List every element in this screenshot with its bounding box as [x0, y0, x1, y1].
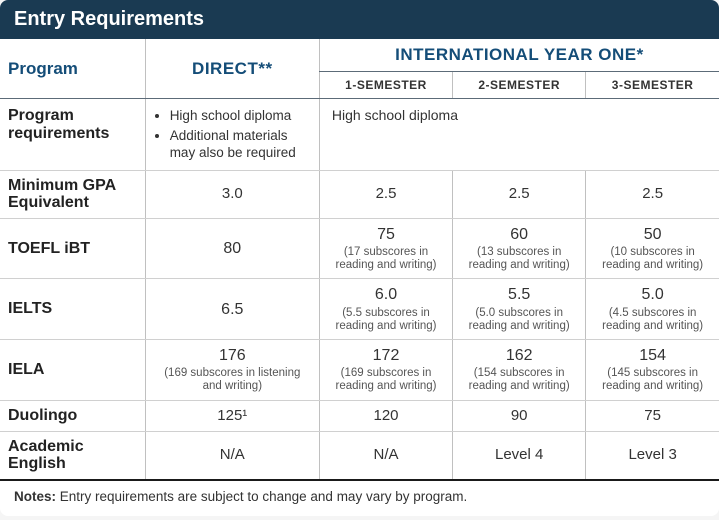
- direct-req-bullet: Additional materials may also be require…: [170, 127, 311, 162]
- ielts-sem2: 5.5(5.0 subscores in reading and writing…: [453, 279, 586, 340]
- duolingo-direct: 125¹: [145, 400, 319, 431]
- direct-program-req: High school diploma Additional materials…: [145, 99, 319, 171]
- ielts-direct: 6.5: [145, 279, 319, 340]
- iela-direct: 176(169 subscores in listening and writi…: [145, 340, 319, 401]
- sem2-header: 2-SEMESTER: [453, 72, 586, 99]
- iela-sem1: 172(169 subscores in reading and writing…: [319, 340, 452, 401]
- academic-sem1: N/A: [319, 431, 452, 480]
- toefl-sem1: 75(17 subscores in reading and writing): [319, 218, 452, 279]
- ielts-sem1: 6.0(5.5 subscores in reading and writing…: [319, 279, 452, 340]
- entry-requirements-card: Entry Requirements Program DIRECT** INTE…: [0, 0, 719, 516]
- duolingo-sem1: 120: [319, 400, 452, 431]
- gpa-sem3: 2.5: [586, 170, 719, 218]
- row-label-gpa: Minimum GPA Equivalent: [0, 170, 145, 218]
- row-label-program-req: Program requirements: [0, 99, 145, 171]
- row-label-toefl: TOEFL iBT: [0, 218, 145, 279]
- duolingo-sem2: 90: [453, 400, 586, 431]
- gpa-direct: 3.0: [145, 170, 319, 218]
- toefl-sem2: 60(13 subscores in reading and writing): [453, 218, 586, 279]
- toefl-sem3: 50(10 subscores in reading and writing): [586, 218, 719, 279]
- duolingo-sem3: 75: [586, 400, 719, 431]
- gpa-sem1: 2.5: [319, 170, 452, 218]
- academic-sem3: Level 3: [586, 431, 719, 480]
- academic-direct: N/A: [145, 431, 319, 480]
- row-label-ielts: IELTS: [0, 279, 145, 340]
- sem3-header: 3-SEMESTER: [586, 72, 719, 99]
- notes-row: Notes: Entry requirements are subject to…: [0, 481, 719, 516]
- requirements-table: Program DIRECT** INTERNATIONAL YEAR ONE*…: [0, 39, 719, 481]
- row-label-academic: Academic English: [0, 431, 145, 480]
- iyo-program-req: High school diploma: [319, 99, 719, 171]
- direct-header: DIRECT**: [145, 39, 319, 99]
- card-title: Entry Requirements: [0, 0, 719, 39]
- toefl-direct: 80: [145, 218, 319, 279]
- academic-sem2: Level 4: [453, 431, 586, 480]
- row-label-iela: IELA: [0, 340, 145, 401]
- notes-text: Entry requirements are subject to change…: [60, 489, 467, 504]
- row-label-duolingo: Duolingo: [0, 400, 145, 431]
- program-label: Program: [0, 39, 145, 99]
- iela-sem3: 154(145 subscores in reading and writing…: [586, 340, 719, 401]
- iyo-header: INTERNATIONAL YEAR ONE*: [319, 39, 719, 72]
- gpa-sem2: 2.5: [453, 170, 586, 218]
- ielts-sem3: 5.0(4.5 subscores in reading and writing…: [586, 279, 719, 340]
- direct-req-bullet: High school diploma: [170, 107, 311, 125]
- notes-label: Notes:: [14, 489, 56, 504]
- iela-sem2: 162(154 subscores in reading and writing…: [453, 340, 586, 401]
- sem1-header: 1-SEMESTER: [319, 72, 452, 99]
